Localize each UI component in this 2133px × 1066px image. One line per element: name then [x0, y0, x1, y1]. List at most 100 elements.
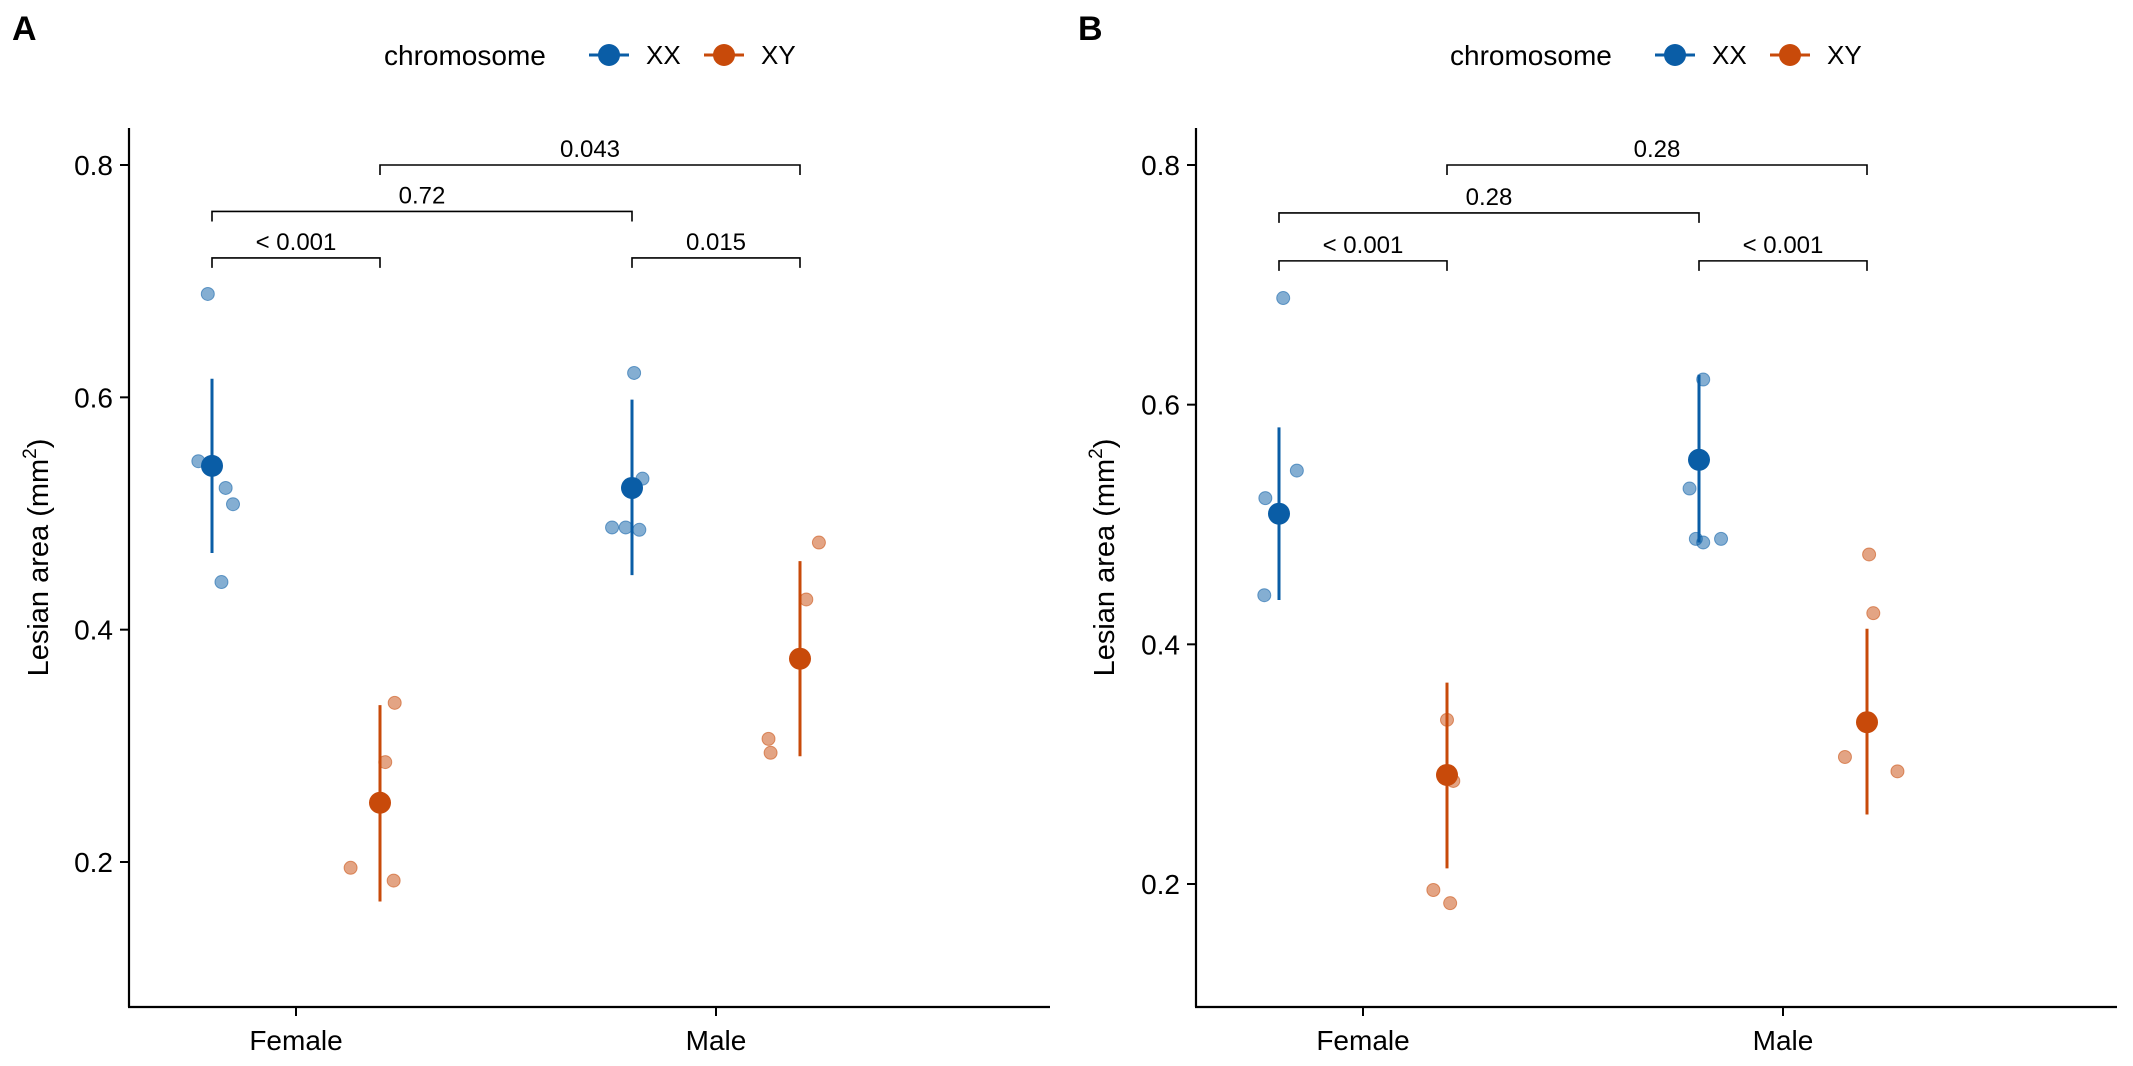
- comparison-bracket: 0.015: [631, 229, 801, 268]
- mean-point: [369, 791, 391, 814]
- comparison-bracket: < 0.001: [1278, 232, 1448, 271]
- bracket-line: [211, 257, 381, 268]
- y-axis-title-end: ): [23, 439, 55, 449]
- bracket-line: [631, 257, 801, 268]
- bracket-line: [1278, 212, 1700, 223]
- data-point: [605, 520, 620, 535]
- panel-label: B: [1078, 10, 1103, 48]
- data-point: [226, 497, 240, 512]
- comparison-bracket: 0.28: [1446, 136, 1868, 175]
- p-value-label: < 0.001: [1323, 232, 1404, 259]
- y-tick-label: 0.2: [74, 847, 113, 878]
- legend-label: XY: [1827, 40, 1862, 70]
- y-axis-title-main: Lesian area (mm: [1089, 459, 1121, 677]
- legend-title: chromosome: [384, 40, 546, 71]
- data-point: [763, 745, 778, 760]
- data-point: [1257, 588, 1272, 603]
- series-female-xy: [343, 695, 402, 902]
- series-female-xx: [191, 286, 240, 590]
- comparison-bracket: 0.043: [379, 136, 801, 175]
- y-axis-title-superscript: 2: [20, 448, 41, 459]
- legend-entry-xy: XY: [1770, 40, 1862, 70]
- mean-point: [789, 647, 811, 670]
- mean-point: [1856, 711, 1878, 734]
- series-female-xx: [1257, 291, 1304, 603]
- legend: chromosome XX XY: [384, 40, 796, 71]
- data-point: [627, 365, 642, 380]
- data-point: [1862, 547, 1877, 562]
- data-point: [1289, 463, 1304, 478]
- data-point: [1866, 606, 1881, 621]
- x-tick-label: Male: [686, 1025, 747, 1056]
- bracket-line: [379, 164, 801, 175]
- data-point: [200, 286, 215, 301]
- legend-label: XX: [646, 40, 681, 70]
- series-male-xy: [1837, 547, 1905, 815]
- legend-label: XX: [1712, 40, 1747, 70]
- x-tick-label: Female: [249, 1025, 342, 1056]
- data-point: [386, 873, 401, 888]
- data-point: [1426, 882, 1441, 897]
- bracket-line: [211, 210, 633, 222]
- data-point: [218, 480, 233, 495]
- p-value-label: 0.72: [399, 182, 446, 209]
- data-point: [618, 520, 633, 535]
- comparison-bracket: < 0.001: [211, 229, 381, 268]
- y-axis-title-main: Lesian area (mm: [23, 459, 55, 677]
- x-tick-label: Female: [1316, 1025, 1409, 1056]
- bracket-line: [1278, 260, 1448, 271]
- legend-key-marker: [598, 44, 620, 66]
- mean-point: [621, 476, 643, 499]
- data-point: [799, 592, 814, 607]
- p-value-label: 0.015: [686, 229, 746, 256]
- series-male-xx: [1682, 372, 1729, 550]
- p-value-label: 0.28: [1634, 136, 1681, 163]
- y-tick-label: 0.4: [1141, 629, 1180, 660]
- y-tick-label: 0.4: [74, 615, 113, 646]
- y-axis-title-end: ): [1089, 439, 1121, 449]
- data-point: [214, 575, 229, 590]
- mean-point: [1268, 502, 1290, 525]
- legend-key-marker: [713, 44, 735, 66]
- comparison-bracket: < 0.001: [1698, 232, 1868, 271]
- series-male-xy: [761, 535, 826, 760]
- data-point: [1890, 764, 1905, 779]
- y-axis-title: Lesian area (mm2): [20, 439, 55, 677]
- data-point: [1258, 491, 1273, 506]
- legend-title: chromosome: [1450, 40, 1612, 71]
- legend-entry-xx: XX: [589, 40, 681, 70]
- data-point: [1682, 481, 1697, 496]
- legend-key-marker: [1664, 44, 1686, 66]
- mean-point: [1436, 763, 1458, 786]
- legend-entry-xy: XY: [704, 40, 796, 70]
- p-value-label: < 0.001: [1743, 232, 1824, 259]
- x-tick-label: Male: [1753, 1025, 1814, 1056]
- data-point: [1837, 749, 1852, 764]
- mean-point: [201, 454, 223, 477]
- data-point: [811, 535, 826, 550]
- data-point: [1276, 291, 1291, 306]
- data-point: [1443, 896, 1458, 911]
- comparison-bracket: 0.28: [1278, 184, 1700, 223]
- legend: chromosome XX XY: [1450, 40, 1862, 71]
- legend-label: XY: [761, 40, 796, 70]
- series-male-xx: [605, 365, 650, 576]
- comparison-bracket: 0.72: [211, 182, 633, 222]
- legend-entry-xx: XX: [1655, 40, 1747, 70]
- p-value-label: < 0.001: [256, 229, 337, 256]
- data-point: [1714, 531, 1729, 546]
- data-point: [343, 860, 358, 875]
- legend-key-marker: [1779, 44, 1801, 66]
- bracket-line: [1446, 164, 1868, 175]
- data-point: [387, 695, 402, 710]
- y-tick-label: 0.8: [74, 150, 113, 181]
- y-tick-label: 0.2: [1141, 869, 1180, 900]
- y-axis-title-superscript: 2: [1086, 448, 1107, 459]
- panel-label: A: [12, 10, 37, 48]
- y-tick-label: 0.6: [1141, 390, 1180, 421]
- y-tick-label: 0.8: [1141, 150, 1180, 181]
- mean-point: [1688, 448, 1710, 471]
- data-point: [761, 731, 776, 746]
